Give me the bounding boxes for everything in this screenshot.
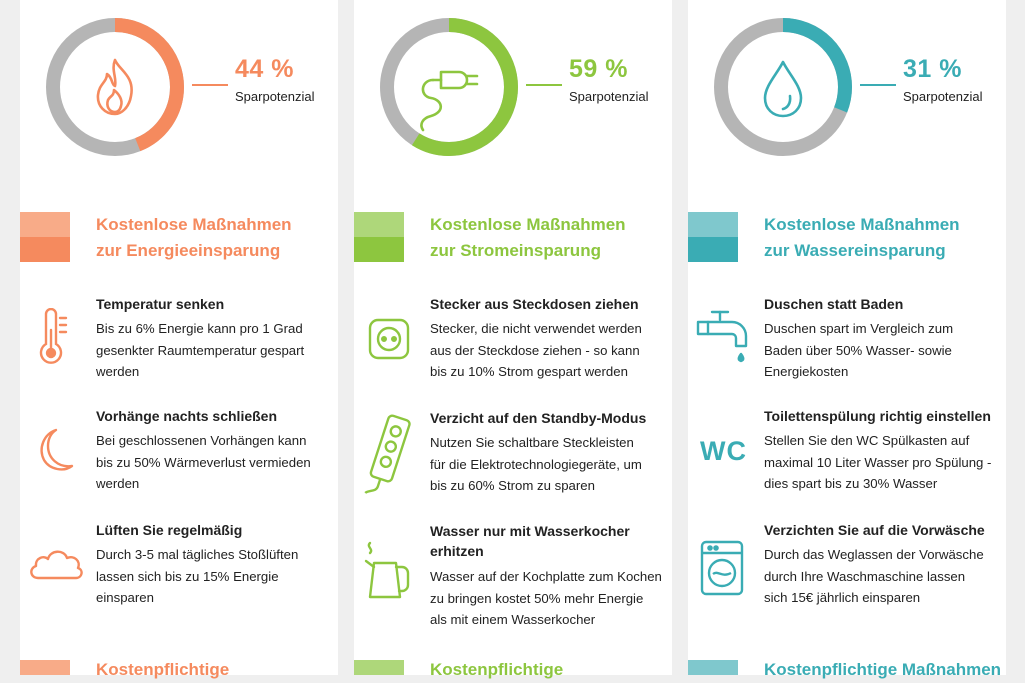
tip-heading: Verzichten Sie auf die Vorwäsche [764,522,985,538]
section-title: Kostenlose Maßnahmen zur Energieeinsparun… [96,215,292,260]
electricity-donut-chart [379,12,519,162]
faucet-icon [696,308,748,363]
tip-text: Duschen spart im Vergleich zum Baden über… [764,321,954,379]
tip-heading: Verzicht auf den Standby-Modus [430,410,647,426]
kettle-icon [362,541,414,599]
tip-heading: Stecker aus Steckdosen ziehen [430,296,639,312]
moon-icon [28,426,80,478]
water-donut-chart [713,12,853,162]
energy-column: 44 % Sparpotenzial Kostenlose Maßnahmen z… [20,0,338,679]
water-column: 31 % Sparpotenzial Kostenlose Maßnahmen z… [688,0,1006,679]
section-marker [20,660,70,675]
socket-icon [362,316,414,368]
percent-connector [192,84,228,86]
section-marker [354,212,404,262]
percent-connector [860,84,896,86]
tip-heading: Duschen statt Baden [764,296,904,312]
percent-value: 44 % [235,55,294,83]
section-marker [20,212,70,262]
cloud-icon [28,544,83,596]
percent-label: Sparpotenzial [903,89,983,104]
energy-donut-chart [45,12,185,162]
section-marker [688,212,738,262]
section-title: Kostenpflichtige [430,660,564,679]
section-marker [688,660,738,675]
tip-text: Wasser auf der Kochplatte zum Kochen zu b… [430,569,662,627]
tip-text: Durch das Weglassen der Vorwäsche durch I… [764,547,984,605]
percent-value: 59 % [569,55,628,83]
section-title: Kostenlose Maßnahmen zur Wassereinsparung [764,215,960,260]
electricity-column: 59 % Sparpotenzial Kostenlose Maßnahmen z… [354,0,672,679]
washing-machine-icon [696,540,748,596]
section-title: Kostenpflichtige [96,660,230,679]
tip-text: Nutzen Sie schaltbare Steckleisten für di… [430,435,642,493]
section-title: Kostenlose Maßnahmen zur Stromeinsparung [430,215,626,260]
wc-icon: WC [700,436,747,466]
water-drop-icon [763,60,803,118]
tip-text: Bis zu 6% Energie kann pro 1 Grad gesenkt… [96,321,305,379]
tip-text: Stellen Sie den WC Spülkasten auf maximal… [764,433,992,491]
section-marker [354,660,404,675]
flame-icon [96,58,133,116]
thermometer-icon [28,307,80,364]
power-strip-icon [362,412,414,494]
percent-connector [526,84,562,86]
tip-heading: Vorhänge nachts schließen [96,408,278,424]
tip-heading: Temperatur senken [96,296,225,312]
tip-heading: Wasser nur mit Wasserkocher erhitzen [430,523,630,559]
tip-heading: Lüften Sie regelmäßig [96,522,243,538]
tip-text: Stecker, die nicht verwendet werden aus d… [430,321,642,379]
percent-label: Sparpotenzial [569,89,649,104]
percent-value: 31 % [903,55,962,83]
percent-label: Sparpotenzial [235,89,315,104]
plug-icon [420,70,479,132]
tip-heading: Toilettenspülung richtig einstellen [764,408,991,424]
tip-text: Bei geschlossenen Vorhängen kann bis zu 5… [96,433,311,491]
tip-text: Durch 3-5 mal tägliches Stoßlüften lassen… [96,547,299,605]
section-title: Kostenpflichtige Maßnahmen [764,660,1002,679]
